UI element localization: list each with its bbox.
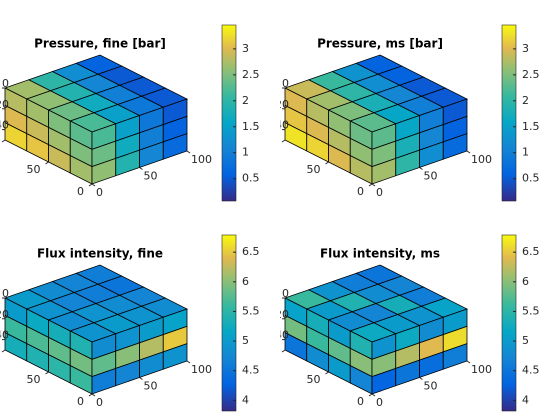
y-tick-label: 50 xyxy=(144,170,158,183)
y-tick xyxy=(186,150,191,154)
colorbar-tick-label: 6.5 xyxy=(242,245,260,258)
y-tick xyxy=(371,393,376,397)
x-tick-label: 0 xyxy=(357,185,364,198)
panel-content: 0 50 100 0 50 100 0 20 40 0.5 1 1.5 2 2.5 3 Pressure, m… xyxy=(256,24,540,202)
z-tick-label: 20 xyxy=(0,308,9,321)
colorbar-tick-label: 2.5 xyxy=(522,68,540,81)
x-tick-label: 50 xyxy=(27,163,41,176)
y-tick xyxy=(371,183,376,187)
panel-title: Flux intensity, fine xyxy=(37,247,163,261)
z-tick-label: 40 xyxy=(0,329,9,342)
colorbar-tick-label: 4 xyxy=(522,393,529,406)
colorbar-tick-label: 1 xyxy=(522,146,529,159)
y-tick xyxy=(466,360,471,364)
x-tick-label: 0 xyxy=(77,395,84,408)
x-tick xyxy=(281,139,286,143)
colorbar-tick-label: 6 xyxy=(242,275,249,288)
colorbar xyxy=(501,234,517,412)
colorbar-tick-label: 1 xyxy=(242,146,249,159)
y-tick-label: 100 xyxy=(471,363,492,376)
y-tick xyxy=(139,377,143,380)
colorbar-tick-label: 6 xyxy=(522,275,529,288)
y-tick-label: 100 xyxy=(191,363,212,376)
colorbar-tick-label: 5.5 xyxy=(242,304,260,317)
panel: 0 50 100 0 50 100 0 20 40 0.5 1 1.5 2 2.5 3 Pressure, m… xyxy=(256,24,540,202)
x-tick xyxy=(325,161,329,165)
colorbar-tick-label: 5 xyxy=(522,334,529,347)
colorbar-tick-label: 1.5 xyxy=(522,120,540,133)
colorbar-tick-label: 4.5 xyxy=(522,364,540,377)
z-tick-label: 0 xyxy=(2,287,9,300)
y-tick-label: 0 xyxy=(96,396,103,409)
colorbar-tick-label: 4 xyxy=(242,393,249,406)
colorbar xyxy=(221,234,237,412)
y-tick-label: 100 xyxy=(191,153,212,166)
colorbar-tick-label: 0.5 xyxy=(242,172,260,185)
colorbar-tick-label: 5.5 xyxy=(522,304,540,317)
colorbar-tick-label: 4.5 xyxy=(242,364,260,377)
y-tick-label: 0 xyxy=(96,186,103,199)
panel: 0 50 100 0 50 100 0 20 40 4 4.5 5 5.5 6 6.5 Flux intens… xyxy=(256,234,540,412)
x-tick xyxy=(325,371,329,375)
z-tick-label: 0 xyxy=(2,77,9,90)
y-tick-label: 50 xyxy=(424,170,438,183)
colorbar-tick-label: 3 xyxy=(522,42,529,55)
y-tick xyxy=(91,183,96,187)
y-tick-label: 50 xyxy=(144,380,158,393)
colorbar-tick-label: 2.5 xyxy=(242,68,260,81)
y-tick-label: 0 xyxy=(376,396,383,409)
panel-title: Flux intensity, ms xyxy=(320,247,440,261)
colorbar-tick-label: 6.5 xyxy=(522,245,540,258)
y-tick xyxy=(419,377,423,380)
colorbar xyxy=(221,24,237,202)
colorbar-tick-label: 0.5 xyxy=(522,172,540,185)
x-tick-label: 50 xyxy=(27,373,41,386)
x-tick-label: 50 xyxy=(307,163,321,176)
z-tick-label: 40 xyxy=(275,119,289,132)
x-tick-label: 0 xyxy=(77,185,84,198)
z-tick-label: 20 xyxy=(0,98,9,111)
z-tick-label: 20 xyxy=(275,98,289,111)
x-tick xyxy=(1,349,6,353)
y-tick-label: 100 xyxy=(471,153,492,166)
x-tick-label: 100 xyxy=(256,141,277,154)
y-tick xyxy=(466,150,471,154)
y-tick-label: 50 xyxy=(424,380,438,393)
panel-title: Pressure, ms [bar] xyxy=(317,37,443,51)
colorbar-tick-label: 3 xyxy=(242,42,249,55)
colorbar-tick-label: 2 xyxy=(522,94,529,107)
z-tick-label: 20 xyxy=(275,308,289,321)
x-tick xyxy=(88,183,93,187)
y-tick xyxy=(419,167,423,170)
z-tick-label: 0 xyxy=(282,287,289,300)
x-tick xyxy=(368,393,373,397)
x-tick xyxy=(281,349,286,353)
y-tick xyxy=(91,393,96,397)
colorbar-tick-label: 5 xyxy=(242,334,249,347)
x-tick xyxy=(88,393,93,397)
z-tick-label: 40 xyxy=(275,329,289,342)
colorbar-tick-label: 1.5 xyxy=(242,120,260,133)
z-tick-label: 0 xyxy=(282,77,289,90)
x-tick xyxy=(45,371,49,375)
y-tick xyxy=(186,360,191,364)
y-tick xyxy=(139,167,143,170)
panel-title: Pressure, fine [bar] xyxy=(34,37,166,51)
y-tick-label: 0 xyxy=(376,186,383,199)
z-tick-label: 40 xyxy=(0,119,9,132)
x-tick xyxy=(368,183,373,187)
x-tick-label: 100 xyxy=(256,351,277,364)
colorbar-tick-label: 2 xyxy=(242,94,249,107)
x-tick-label: 0 xyxy=(357,395,364,408)
x-tick-label: 50 xyxy=(307,373,321,386)
x-tick xyxy=(45,161,49,165)
colorbar xyxy=(501,24,517,202)
panel-content: 0 50 100 0 50 100 0 20 40 4 4.5 5 5.5 6 6.5 Flux intens… xyxy=(256,234,540,412)
x-tick xyxy=(1,139,6,143)
